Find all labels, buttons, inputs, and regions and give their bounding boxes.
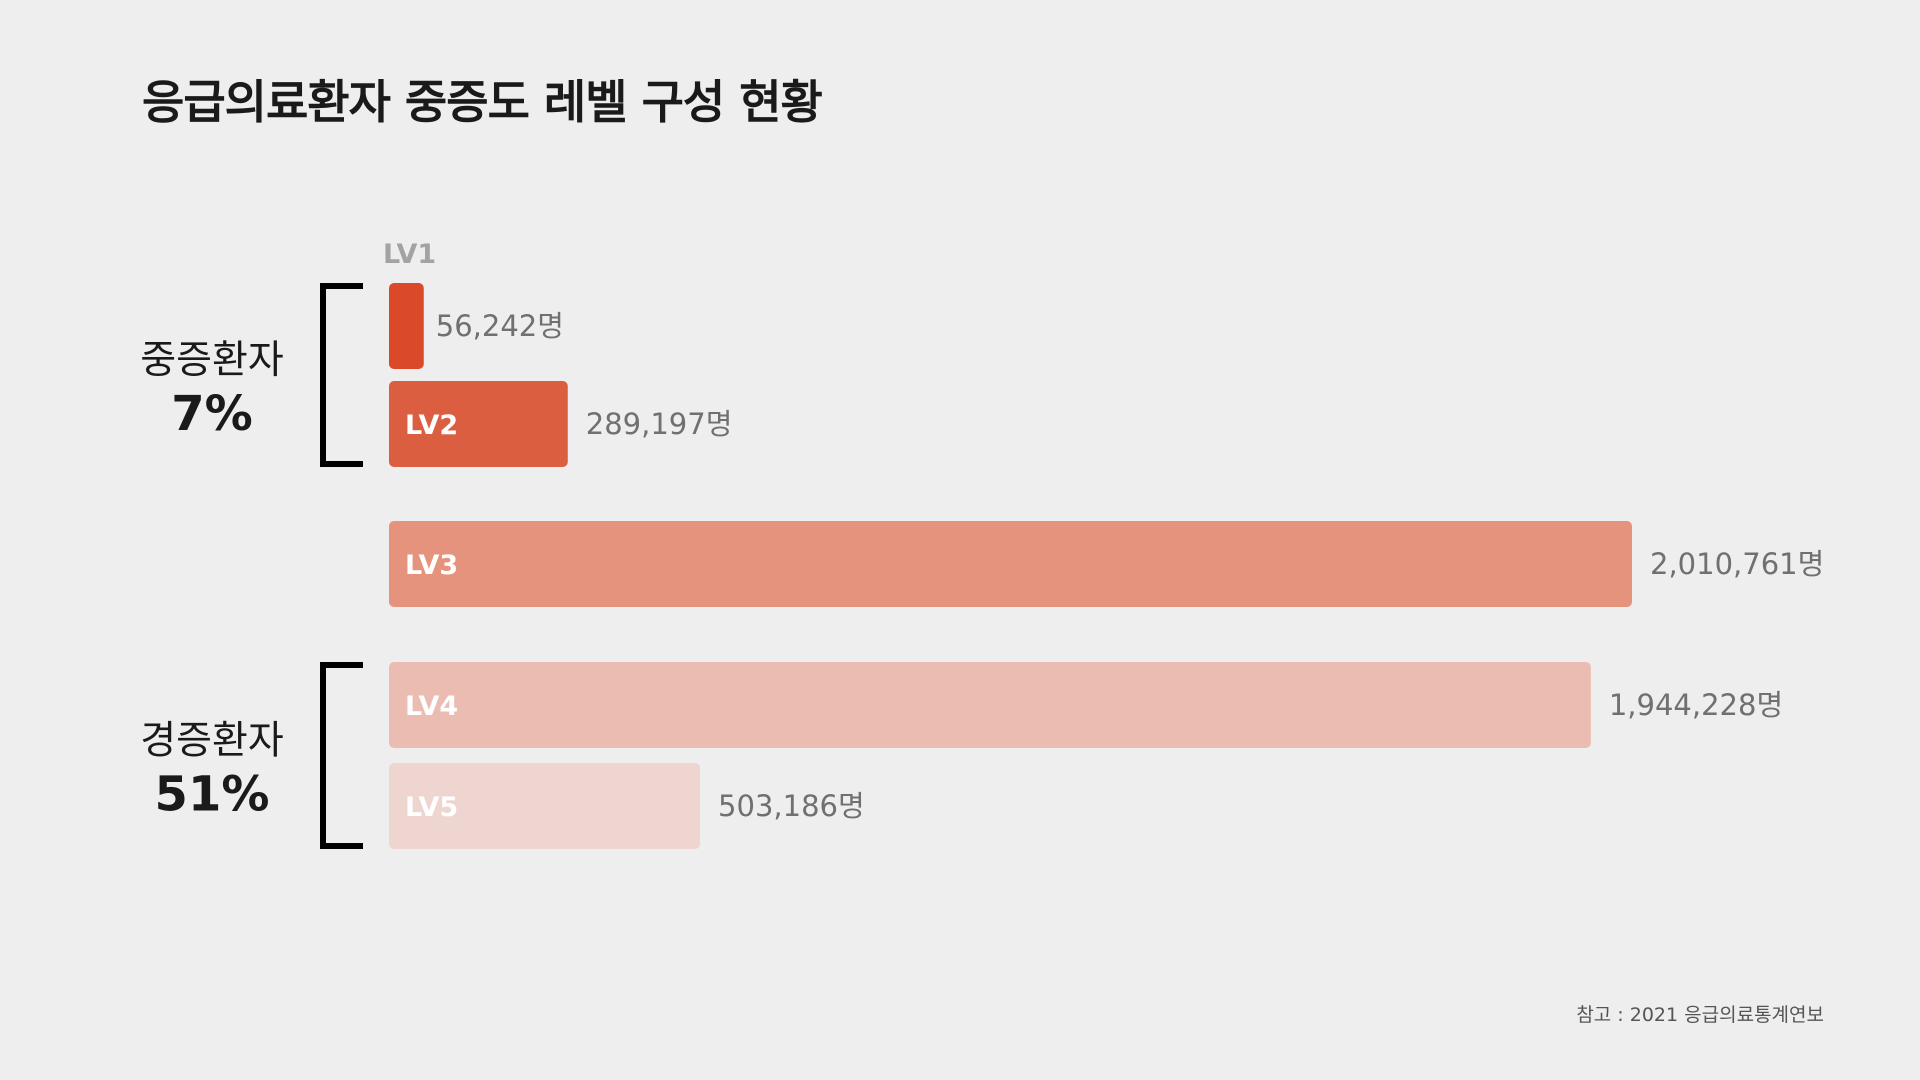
bar-lv2: [389, 381, 568, 467]
bar-label-lv2: LV2: [405, 410, 458, 441]
bar-label-lv3: LV3: [405, 550, 458, 581]
bar-label-lv5: LV5: [405, 792, 458, 823]
value-label-lv5: 503,186명: [718, 789, 865, 823]
group-percent-1: 7%: [171, 386, 253, 442]
chart-title: 응급의료환자 중증도 레벨 구성 현황: [142, 75, 823, 129]
bar-lv3: [389, 521, 1632, 607]
value-label-lv3: 2,010,761명: [1650, 547, 1824, 581]
bar-lv4: [389, 662, 1591, 748]
group-name-2: 경증환자: [140, 719, 284, 764]
bar-label-lv1: LV1: [383, 239, 436, 270]
group-bracket-2: [320, 662, 363, 849]
source-note: 참고 : 2021 응급의료통계연보: [1576, 1004, 1824, 1026]
value-label-lv1: 56,242명: [436, 309, 564, 343]
value-label-lv2: 289,197명: [586, 407, 733, 441]
bar-label-lv4: LV4: [405, 691, 458, 722]
group-bracket-1: [320, 283, 363, 467]
group-percent-2: 51%: [155, 767, 270, 823]
value-label-lv4: 1,944,228명: [1609, 688, 1783, 722]
bar-lv1: [389, 283, 424, 369]
bar-lv5: [389, 763, 701, 849]
group-name-1: 중증환자: [140, 338, 284, 383]
